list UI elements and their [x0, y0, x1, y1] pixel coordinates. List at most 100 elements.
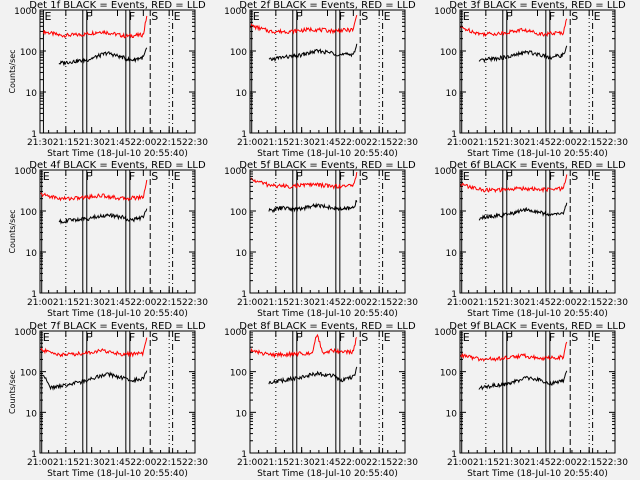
- y-tick-label: 1000: [14, 167, 37, 177]
- y-tick-label: 100: [20, 208, 37, 218]
- marker-label: E: [384, 10, 391, 23]
- x-tick-label: 22:00: [340, 138, 366, 148]
- x-tick-label: 22:15: [156, 298, 182, 308]
- x-tick-label: 21:30: [289, 138, 315, 148]
- panel-title: Det 5f BLACK = Events, RED = LLD: [239, 160, 416, 171]
- marker-label: F: [549, 170, 555, 183]
- marker-label: S: [361, 10, 368, 23]
- x-tick-label: 22:30: [182, 298, 208, 308]
- x-axis-label: Start Time (18-Jul-10 20:55:40): [47, 309, 188, 319]
- x-tick-label: 22:30: [182, 138, 208, 148]
- x-tick-label: 22:15: [156, 138, 182, 148]
- x-tick-label: 21:30: [289, 298, 315, 308]
- y-tick-label: 10: [26, 409, 38, 419]
- series-black-events: [268, 199, 358, 214]
- series-red-lld: [459, 341, 568, 362]
- marker-label: F: [506, 331, 512, 344]
- marker-label: F: [296, 10, 302, 23]
- y-tick-label: 10: [236, 89, 248, 99]
- series-black-events: [42, 370, 148, 391]
- marker-label: E: [463, 331, 470, 344]
- x-tick-label: 21:15: [53, 138, 79, 148]
- marker-label: F: [339, 331, 345, 344]
- x-tick-label: 21:00: [447, 458, 473, 468]
- series-red-lld: [459, 174, 568, 194]
- y-axis-label: Counts/sec: [8, 49, 17, 93]
- panel-det-7: E F F S E 1 10 100 1000 21:00 21:15 21:30 21:45 22:00…: [8, 321, 208, 479]
- marker-label: E: [594, 170, 601, 183]
- series-black-events: [478, 45, 568, 64]
- x-axis-label: Start Time (18-Jul-10 20:55:40): [47, 149, 188, 159]
- x-tick-label: 22:15: [366, 298, 392, 308]
- marker-label: E: [463, 10, 470, 23]
- plot-frame: [249, 330, 406, 454]
- x-axis-label: Start Time (18-Jul-10 20:55:40): [47, 469, 188, 479]
- series-black-events: [268, 366, 358, 385]
- x-tick-label: 21:45: [525, 138, 551, 148]
- x-tick-label: 22:15: [366, 458, 392, 468]
- x-tick-label: 21:15: [473, 458, 499, 468]
- x-tick-label: 21:30: [499, 458, 525, 468]
- plot-frame: [249, 9, 406, 134]
- marker-label: F: [339, 170, 345, 183]
- x-tick-label: 22:15: [156, 458, 182, 468]
- x-axis-label: Start Time (18-Jul-10 20:55:40): [467, 309, 608, 319]
- x-tick-label: 22:15: [576, 298, 602, 308]
- marker-label: E: [384, 331, 391, 344]
- marker-label: F: [506, 170, 512, 183]
- x-axis-label: Start Time (18-Jul-10 20:55:40): [257, 309, 398, 319]
- x-tick-label: 22:30: [602, 458, 628, 468]
- x-tick-label: 21:00: [237, 298, 263, 308]
- x-axis-label: Start Time (18-Jul-10 20:55:40): [257, 469, 398, 479]
- marker-label: F: [296, 170, 302, 183]
- x-tick-label: 22:15: [576, 458, 602, 468]
- series-red-lld: [249, 14, 358, 35]
- x-tick-label: 21:30: [499, 138, 525, 148]
- y-tick-label: 100: [440, 48, 457, 58]
- y-tick-label: 1: [451, 290, 457, 300]
- panel-det-9: E F F S E 1 10 100 1000 21:00 21:15 21:30 21:45 22:00…: [434, 321, 628, 479]
- series-red-lld: [249, 172, 358, 190]
- y-tick-label: 1000: [434, 7, 457, 17]
- x-tick-label: 21:45: [105, 458, 131, 468]
- marker-label: F: [86, 170, 92, 183]
- y-tick-label: 100: [230, 369, 247, 379]
- x-tick-label: 21:45: [315, 138, 341, 148]
- x-tick-label: 21:00: [27, 458, 53, 468]
- x-axis-label: Start Time (18-Jul-10 20:55:40): [467, 469, 608, 479]
- panel-det-6: E F F S E 1 10 100 1000 21:00 21:15 21:30 21:45 22:00…: [434, 160, 628, 319]
- x-tick-label: 22:30: [392, 298, 418, 308]
- x-tick-label: 21:00: [237, 458, 263, 468]
- y-tick-label: 100: [440, 208, 457, 218]
- marker-label: E: [594, 331, 601, 344]
- series-black-events: [478, 202, 568, 221]
- x-tick-label: 22:00: [550, 458, 576, 468]
- x-tick-label: 22:00: [340, 458, 366, 468]
- marker-label: S: [571, 331, 578, 344]
- x-tick-label: 21:00: [447, 298, 473, 308]
- x-tick-label: 21:15: [263, 298, 289, 308]
- plot-frame: [459, 330, 616, 454]
- y-tick-label: 1: [241, 130, 247, 140]
- x-tick-label: 21:45: [105, 298, 131, 308]
- y-tick-label: 1: [31, 130, 37, 140]
- x-tick-label: 21:45: [525, 298, 551, 308]
- x-tick-label: 22:00: [130, 298, 156, 308]
- panel-det-2: E F F S E 1 10 100 1000 21:00 21:15 21:30 21:45 22:00…: [224, 0, 418, 159]
- marker-label: E: [174, 170, 181, 183]
- marker-label: E: [384, 170, 391, 183]
- marker-label: E: [253, 10, 260, 23]
- y-tick-label: 1: [451, 450, 457, 460]
- x-tick-label: 21:30: [79, 298, 105, 308]
- x-tick-label: 22:00: [340, 298, 366, 308]
- x-tick-label: 22:00: [130, 138, 156, 148]
- series-black-events: [58, 208, 148, 225]
- panel-title: Det 2f BLACK = Events, RED = LLD: [239, 0, 416, 11]
- series-black-events: [268, 43, 358, 62]
- marker-label: E: [463, 170, 470, 183]
- y-tick-label: 100: [230, 48, 247, 58]
- x-tick-label: 21:00: [447, 138, 473, 148]
